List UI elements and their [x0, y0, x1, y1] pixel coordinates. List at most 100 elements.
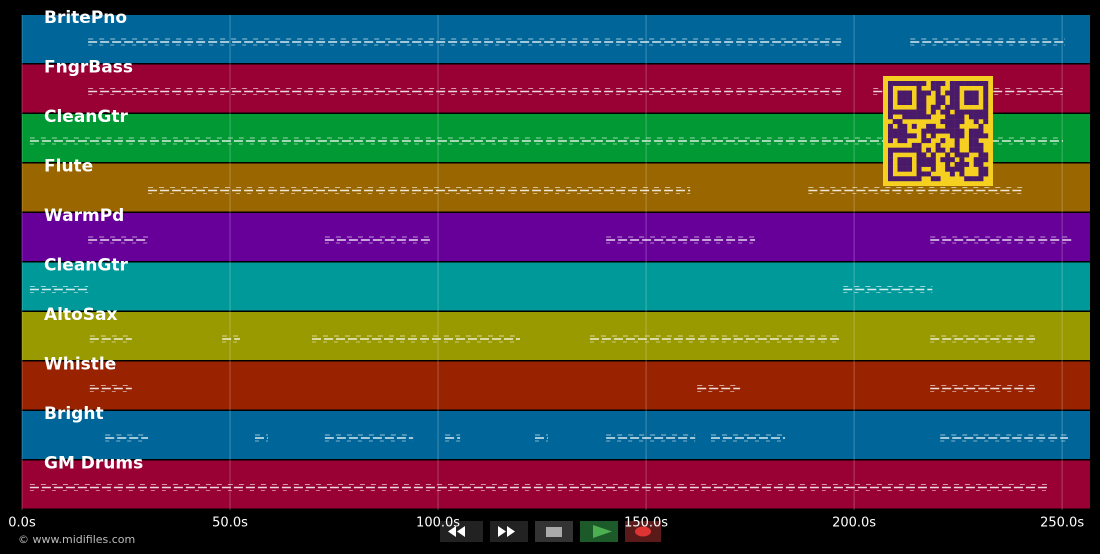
qr-module	[921, 157, 927, 163]
qr-module	[964, 176, 970, 182]
copyright: © www.midifiles.com	[18, 533, 135, 546]
qr-module	[964, 161, 970, 167]
qr-module	[983, 114, 989, 120]
qr-module	[978, 133, 984, 139]
x-tick-label: 250.0s	[1040, 516, 1084, 531]
qr-module	[921, 133, 927, 139]
qr-module	[921, 161, 927, 167]
qr-module	[888, 123, 893, 129]
qr-module	[935, 176, 941, 182]
qr-module	[888, 81, 893, 86]
qr-module	[973, 128, 979, 134]
qr-module	[954, 138, 960, 144]
qr-module	[911, 147, 917, 153]
qr-module	[916, 114, 922, 120]
qr-module	[916, 90, 922, 96]
qr-module	[902, 109, 908, 115]
qr-module	[940, 100, 946, 106]
qr-module	[968, 100, 974, 106]
qr-module	[897, 133, 903, 139]
qr-module	[888, 157, 893, 163]
qr-module	[949, 133, 955, 139]
qr-module	[907, 81, 913, 86]
qr-module	[968, 95, 974, 101]
qr-module	[949, 166, 955, 172]
qr-module	[978, 161, 984, 167]
track-name: GM Drums	[44, 454, 143, 474]
qr-module	[940, 138, 946, 144]
qr-module	[902, 157, 908, 163]
qr-module	[940, 157, 946, 163]
stop-button[interactable]	[535, 521, 573, 542]
qr-module	[892, 176, 898, 182]
qr-module	[949, 104, 955, 110]
qr-module	[983, 166, 989, 172]
qr-module	[897, 90, 903, 96]
qr-module	[897, 95, 903, 101]
qr-module	[897, 166, 903, 172]
qr-module	[949, 100, 955, 106]
qr-module	[935, 104, 941, 110]
qr-module	[892, 81, 898, 86]
qr-module	[926, 161, 932, 167]
qr-module	[954, 90, 960, 96]
qr-module	[907, 166, 913, 172]
qr-module	[978, 157, 984, 163]
qr-module	[892, 133, 898, 139]
qr-module	[930, 128, 936, 134]
qr-code	[883, 76, 993, 186]
track-name: FngrBass	[44, 58, 133, 78]
qr-module	[902, 123, 908, 129]
qr-module	[907, 147, 913, 153]
track-name: Flute	[44, 157, 93, 177]
qr-module	[921, 104, 927, 110]
qr-module	[973, 100, 979, 106]
qr-module	[935, 81, 941, 86]
qr-module	[902, 128, 908, 134]
qr-module	[964, 90, 970, 96]
x-tick-label: 50.0s	[212, 516, 248, 531]
qr-module	[916, 142, 922, 148]
qr-module	[973, 161, 979, 167]
record-button[interactable]	[625, 521, 661, 542]
qr-module	[945, 166, 951, 172]
track-name: BritePno	[44, 8, 127, 28]
qr-module	[916, 152, 922, 158]
qr-module	[911, 123, 917, 129]
qr-module	[897, 123, 903, 129]
qr-module	[921, 152, 927, 158]
qr-module	[888, 90, 893, 96]
fast-forward-button[interactable]	[490, 521, 528, 542]
track-lane	[22, 460, 1090, 509]
track-name: CleanGtr	[44, 107, 128, 127]
qr-module	[926, 123, 932, 129]
qr-module	[954, 100, 960, 106]
rewind-button[interactable]	[440, 521, 483, 542]
qr-module	[897, 128, 903, 134]
qr-module	[907, 90, 913, 96]
qr-module	[911, 176, 917, 182]
qr-module	[888, 100, 893, 106]
qr-module	[968, 109, 974, 115]
qr-module	[921, 81, 927, 86]
play-button[interactable]	[580, 521, 618, 542]
qr-module	[921, 109, 927, 115]
qr-module	[964, 81, 970, 86]
qr-module	[940, 119, 946, 125]
qr-module	[968, 142, 974, 148]
qr-module	[892, 147, 898, 153]
qr-module	[954, 114, 960, 120]
qr-module	[973, 114, 979, 120]
qr-module	[945, 114, 951, 120]
qr-module	[949, 147, 955, 153]
qr-module	[916, 95, 922, 101]
qr-module	[968, 128, 974, 134]
qr-module	[983, 95, 989, 101]
qr-module	[888, 176, 893, 182]
qr-module	[907, 176, 913, 182]
qr-module	[935, 90, 941, 96]
track-lane	[22, 213, 1090, 261]
qr-module	[954, 128, 960, 134]
qr-module	[930, 123, 936, 129]
qr-module	[907, 133, 913, 139]
